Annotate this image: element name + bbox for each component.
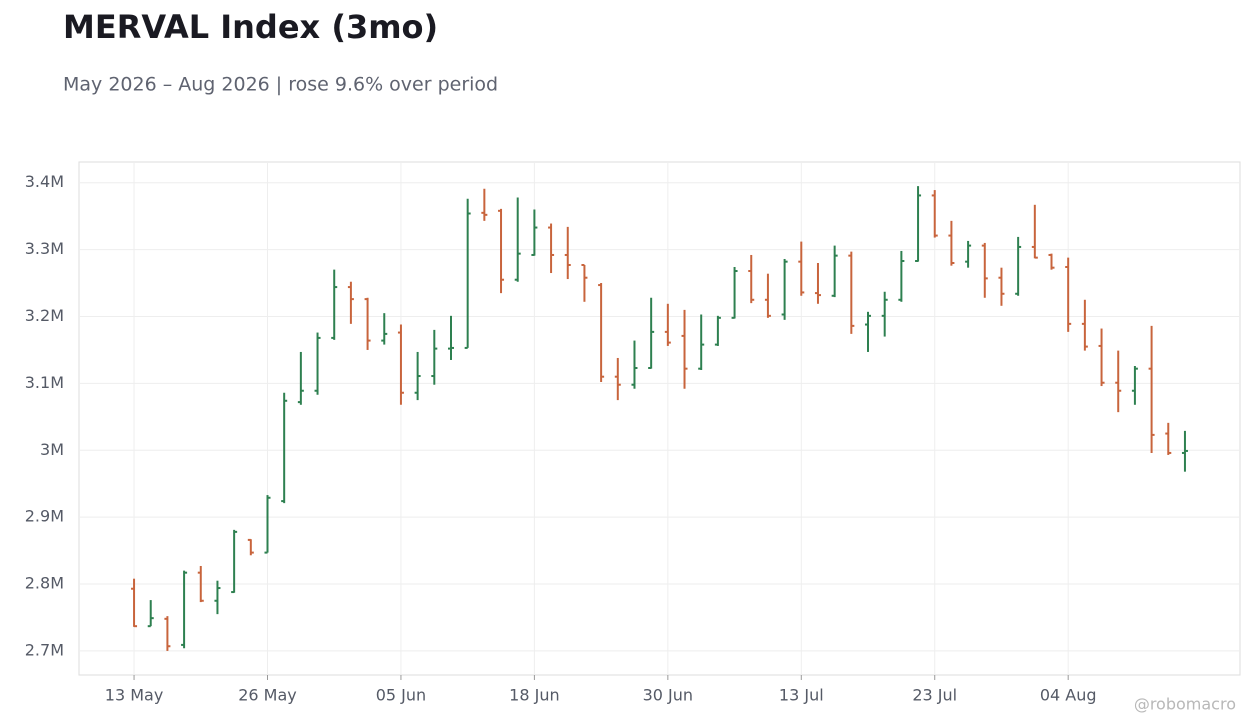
x-tick-label: 18 Jun	[509, 686, 559, 705]
y-tick-label: 3.1M	[25, 373, 64, 392]
y-tick-label: 2.7M	[25, 640, 64, 659]
credit: @robomacro	[1134, 695, 1236, 714]
x-tick-label: 05 Jun	[376, 686, 426, 705]
chart-title: MERVAL Index (3mo)	[63, 8, 438, 46]
y-tick-label: 3M	[40, 440, 64, 459]
y-tick-label: 2.9M	[25, 507, 64, 526]
x-tick-label: 04 Aug	[1040, 686, 1097, 705]
chart-subtitle: May 2026 – Aug 2026 | rose 9.6% over per…	[63, 74, 498, 96]
y-tick-label: 3.3M	[25, 239, 64, 258]
x-tick-label: 13 May	[105, 686, 164, 705]
y-tick-label: 2.8M	[25, 574, 64, 593]
x-tick-label: 13 Jul	[779, 686, 824, 705]
y-tick-label: 3.2M	[25, 306, 64, 325]
plot-frame	[78, 161, 1241, 676]
y-tick-label: 3.4M	[25, 172, 64, 191]
x-tick-label: 23 Jul	[912, 686, 957, 705]
x-tick-label: 30 Jun	[643, 686, 693, 705]
x-tick-label: 26 May	[238, 686, 297, 705]
